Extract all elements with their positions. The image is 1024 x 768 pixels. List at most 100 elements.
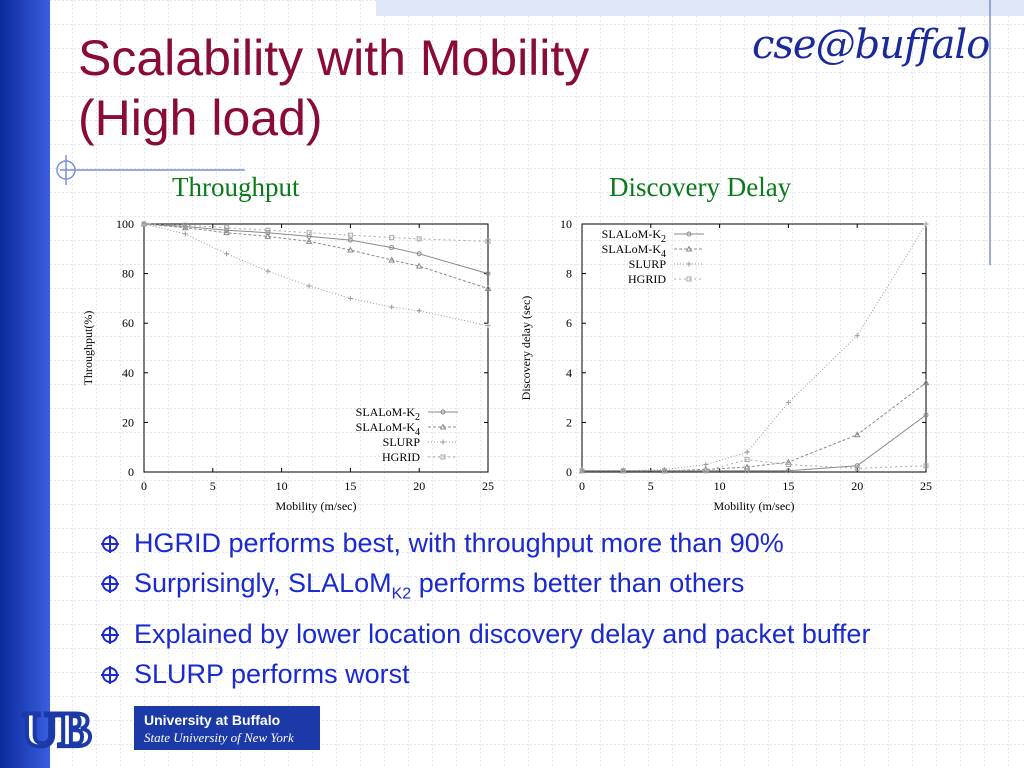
y-axis-label: Throughput(%) [81,311,95,386]
title-line-2: (High load) [78,90,323,146]
data-point [347,246,354,253]
legend-label: SLURP [629,257,667,271]
data-point [922,379,930,386]
y-axis-label: Discovery delay (sec) [519,296,533,401]
data-point [439,423,447,430]
data-point [388,256,396,263]
data-point [389,304,395,310]
data-point [685,245,693,252]
data-point [923,463,929,469]
data-point [703,462,709,468]
y-tick-label: 0 [128,465,134,479]
data-point [484,284,492,291]
bullet-list: HGRID performs best, with throughput mor… [100,528,930,699]
y-tick-label: 80 [122,267,134,281]
series-line [582,459,927,472]
data-point [141,221,147,227]
data-point [305,237,313,244]
data-point [416,308,422,314]
bullet-item-hgrid: HGRID performs best, with throughput mor… [100,528,930,558]
y-tick-label: 40 [122,366,134,380]
plot-frame [581,223,927,473]
legend-label: SLALoM-K4 [356,420,420,438]
x-tick-label: 10 [714,479,726,493]
legend-label-sub: 2 [415,412,420,423]
x-axis-label: Mobility (m/sec) [714,499,795,513]
data-point [785,462,791,468]
bullet-text: SLURP performs worst [134,659,410,690]
bullet-cross-icon [101,575,119,593]
discovery-delay-chart: 0 5 10 15 20 25 0 2 4 6 8 10 Mobility (m/sec) Discove… [519,217,932,513]
x-tick-label: 0 [579,479,585,493]
y-tick-label: 2 [566,415,572,429]
data-point [485,271,491,277]
title-line-1: Scalability with Mobility [78,30,590,86]
data-point [182,222,188,228]
x-tick-label: 25 [482,479,494,493]
data-point [440,409,446,415]
data-point [743,463,751,470]
data-point [485,323,491,329]
data-point [416,236,422,242]
data-point [785,400,791,406]
data-point [785,468,791,474]
x-tick-label: 15 [344,479,356,493]
data-point [854,333,860,339]
plot-frame [143,223,489,473]
x-tick-label: 20 [851,479,863,493]
data-point [347,295,353,301]
y-tick-label: 100 [116,217,134,231]
y-tick-label: 4 [566,366,572,380]
data-point [686,276,692,282]
data-point [686,231,692,237]
data-point [662,468,668,474]
data-point [923,412,929,418]
x-tick-label: 15 [782,479,794,493]
data-point [223,229,230,236]
legend-label-sub: 2 [661,234,666,245]
bullet-text-post: performs better than others [411,568,745,598]
data-point [923,221,929,227]
data-point [440,439,446,445]
data-point [686,261,692,267]
data-point [620,468,626,474]
data-point [854,465,860,471]
data-point [264,232,272,239]
data-point [702,465,710,473]
series-line [582,414,927,472]
data-point [265,227,271,233]
series-line [143,223,489,242]
data-point [224,251,230,257]
ub-logo-letters: UB [22,702,91,752]
data-point [744,449,750,455]
data-point [853,431,861,438]
data-point [224,225,230,231]
legend-label: SLALoM-K2 [602,227,666,245]
throughput-chart-title: Throughput [172,172,300,202]
discovery-delay-chart-title: Discovery Delay [609,172,792,202]
bullet-item-slalom: Surprisingly, SLALoMK2 performs better t… [100,568,930,609]
bullet-item-slurp: SLURP performs worst [100,659,930,689]
series-line [582,382,927,472]
bullet-text: HGRID performs best, with throughput mor… [134,528,784,558]
legend-label: SLALoM-K4 [602,242,666,260]
data-point [485,238,491,244]
ub-logo: UB [20,702,93,752]
data-point [744,457,750,463]
cse-buffalo-logo: cse@buffalo [752,22,990,68]
legend-label-sub: 4 [415,427,420,438]
university-name-block: University at Buffalo State University o… [134,706,320,750]
legend-label: HGRID [628,272,666,286]
y-tick-label: 20 [122,415,134,429]
bullet-cross-icon [101,626,119,645]
data-point [416,251,422,257]
x-tick-label: 0 [141,479,147,493]
university-subtitle: State University of New York [144,730,294,745]
data-point [182,231,188,237]
bullet-text: Explained by lower location discovery de… [134,619,871,650]
bullet-text-sub: K2 [391,585,412,603]
data-point [389,245,395,251]
x-tick-label: 20 [413,479,425,493]
data-point [306,283,312,289]
